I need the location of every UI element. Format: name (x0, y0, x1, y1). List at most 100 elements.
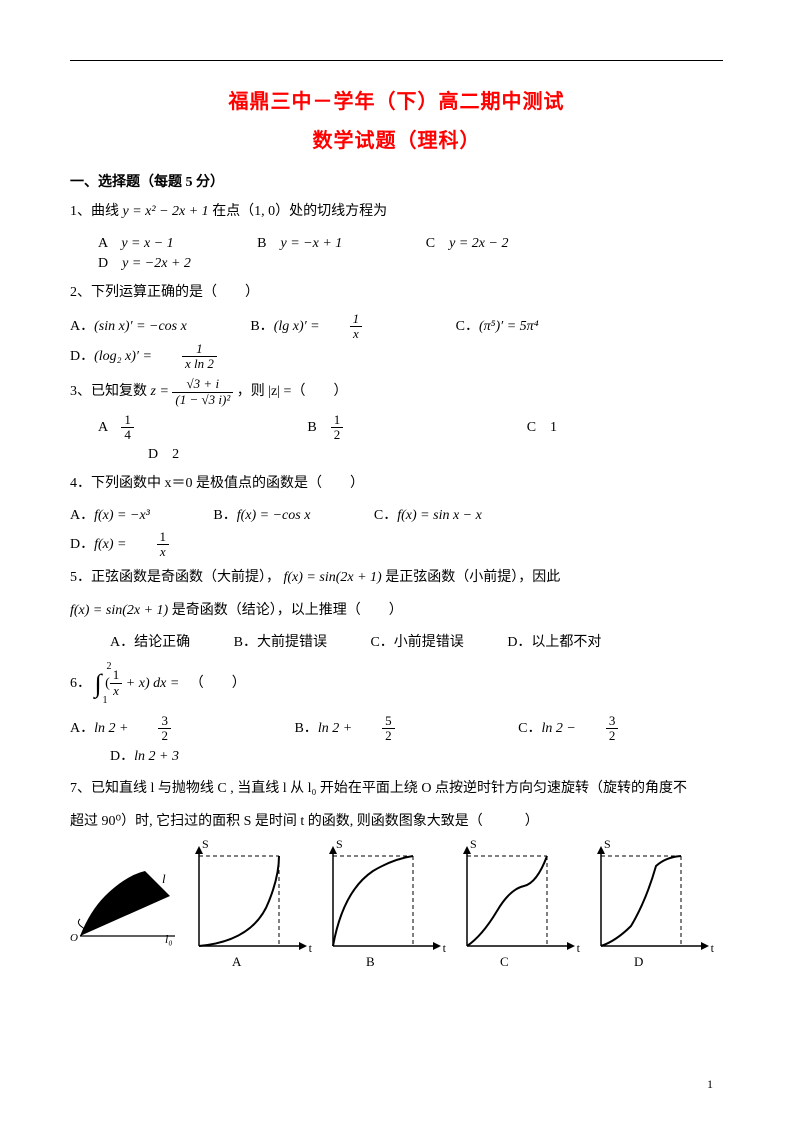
graph-b-label: B (366, 954, 375, 970)
graph-d-svg (586, 841, 711, 961)
page-number: 1 (707, 1077, 713, 1092)
q6-a-den: 2 (158, 729, 171, 743)
title-line2: 数学试题（理科） (70, 124, 723, 153)
q1-opt-a-val: y = x − 1 (121, 236, 173, 252)
q3-opt-a: A 14 (98, 413, 214, 443)
left-l-label: l (162, 871, 166, 886)
q1-opt-b: B y = −x + 1 (257, 232, 382, 252)
q6-a-pre: ln 2 + (94, 716, 128, 743)
q6-int-lower: 1 (103, 691, 108, 710)
q1-formula: y = x² − 2x + 1 (123, 204, 209, 219)
q2-opt-d-pre: (log₂ x)′ = (94, 344, 152, 371)
q4-opt-d: D．f(x) = 1x (70, 530, 229, 560)
q1-opt-c: C y = 2x − 2 (426, 232, 549, 252)
q2-opt-b: B．(lg x)′ = 1x (250, 312, 422, 342)
left-O-label: O (70, 932, 78, 944)
q7-left-diagram: C l O l₀ (70, 841, 180, 966)
top-rule (70, 60, 723, 61)
q1: 1、曲线 y = x² − 2x + 1 在点（1, 0）处的切线方程为 (70, 199, 723, 226)
q3: 3、已知复数 z = √3 + i (1 − √3 i)² ，则 |z| =（ … (70, 377, 723, 407)
q3-a-den: 4 (121, 428, 134, 442)
q1-stem-suffix: 在点（1, 0）处的切线方程为 (212, 204, 387, 219)
q2-opt-c: C．(π⁵)′ = 5π⁴ (456, 314, 569, 341)
q6-c-num: 3 (606, 714, 619, 729)
q3-b-num: 1 (331, 413, 344, 428)
q4-d-den: x (157, 545, 170, 559)
q4-opt-c: C．f(x) = sin x − x (374, 503, 512, 530)
q6-b-pre: ln 2 + (318, 716, 352, 743)
q6-blank: （ ） (190, 675, 246, 690)
q1-opt-c-val: y = 2x − 2 (449, 236, 508, 252)
q6-b-num: 5 (382, 714, 395, 729)
q1-opt-d: D y = −2x + 2 (98, 252, 231, 272)
q3-b-den: 2 (331, 428, 344, 442)
q3-zeq: z = (151, 384, 173, 399)
q1-opt-b-val: y = −x + 1 (281, 236, 343, 252)
q4-d-pre: f(x) = (94, 532, 126, 559)
q6-b-den: 2 (382, 729, 395, 743)
q2-opt-a: A．(sin x)′ = −cos x (70, 314, 217, 341)
q5-f2: f(x) = sin(2x + 1) (70, 603, 168, 618)
q2-opt-d: D．(log₂ x)′ = 1x ln 2 (70, 342, 277, 372)
left-diagram-svg: C l O l₀ (70, 841, 180, 961)
q4-a-val: f(x) = −x³ (94, 503, 150, 530)
section1-heading: 一、选择题（每题 5 分） (70, 171, 723, 191)
q3-d-val: 2 (172, 447, 179, 463)
graph-a-slabel: S (202, 837, 209, 852)
integral-icon: ∫21 (95, 659, 102, 708)
q6-c-den: 2 (606, 729, 619, 743)
q3-num: √3 + i (172, 377, 233, 392)
q4-d-num: 1 (157, 530, 170, 545)
q3-c-val: 1 (550, 420, 557, 436)
q4-c-val: f(x) = sin x − x (397, 503, 482, 530)
q2-opts: A．(sin x)′ = −cos x B．(lg x)′ = 1x C．(π⁵… (70, 312, 723, 371)
q5-f1: f(x) = sin(2x + 1) (284, 570, 382, 585)
graph-d-slabel: S (604, 837, 611, 852)
q6-prefix: 6． (70, 675, 91, 690)
q3-frac: √3 + i (1 − √3 i)² (172, 377, 233, 407)
q6-opt-b: B．ln 2 + 52 (294, 714, 454, 744)
graph-c-slabel: S (470, 837, 477, 852)
q4-opts: A．f(x) = −x³ B．f(x) = −cos x C．f(x) = si… (70, 503, 723, 559)
q6-int-plus: + x (122, 675, 145, 690)
graph-c-svg (452, 841, 577, 961)
q3-opt-b: B 12 (307, 413, 423, 443)
q6-c-pre: ln 2 − (542, 716, 576, 743)
q5-line2: f(x) = sin(2x + 1) 是奇函数（结论），以上推理（ ） (70, 598, 723, 625)
graph-c: S t C (452, 841, 582, 966)
q1-opts: A y = x − 1 B y = −x + 1 C y = 2x − 2 D … (98, 232, 723, 272)
q3-a-num: 1 (121, 413, 134, 428)
q3-den: (1 − √3 i)² (172, 393, 233, 407)
q2-d-num: 1 (182, 342, 217, 357)
graph-b-svg (318, 841, 443, 961)
q5-l1-pre: 5．正弦函数是奇函数（大前提）， (70, 570, 280, 585)
q4-stem: 4．下列函数中 x＝0 是极值点的函数是（ ） (70, 471, 723, 498)
graph-a-svg (184, 841, 309, 961)
q7-line1: 7、已知直线 l 与抛物线 C , 当直线 l 从 l₀ 开始在平面上绕 O 点… (70, 776, 723, 803)
q7-graphs-row: C l O l₀ S t A S (70, 841, 723, 966)
q3-opt-d: D 2 (148, 443, 219, 463)
q6-opt-d: D．ln 2 + 3 (110, 744, 209, 771)
q3-mid: ，则 |z| =（ ） (237, 384, 348, 399)
q1-stem-prefix: 1、曲线 (70, 204, 123, 219)
left-l0-label: l₀ (165, 932, 173, 946)
q2-opt-c-val: (π⁵)′ = 5π⁴ (479, 314, 539, 341)
q6-a-num: 3 (158, 714, 171, 729)
q6-opt-a: A．ln 2 + 32 (70, 714, 231, 744)
q4-opt-b: B．f(x) = −cos x (213, 503, 340, 530)
graph-a-label: A (232, 954, 241, 970)
q4-b-val: f(x) = −cos x (237, 503, 311, 530)
q5-opt-b: B．大前提错误 (234, 631, 327, 651)
q1-opt-a: A y = x − 1 (98, 232, 214, 252)
q2-b-num: 1 (350, 312, 363, 327)
graph-a-tlabel: t (309, 941, 312, 956)
page: 福鼎三中－学年（下）高二期中测试 数学试题（理科） 一、选择题（每题 5 分） … (0, 0, 793, 1122)
q1-opt-d-val: y = −2x + 2 (122, 256, 191, 272)
q6-dx: ) dx = (145, 675, 179, 690)
q6-opts: A．ln 2 + 32 B．ln 2 + 52 C．ln 2 − 32 D．ln… (70, 714, 723, 770)
q3-opts: A 14 B 12 C 1 D 2 (98, 413, 723, 463)
q3-prefix: 3、已知复数 (70, 384, 151, 399)
title-line1: 福鼎三中－学年（下）高二期中测试 (70, 85, 723, 114)
q6: 6． ∫21 (1x + x) dx = （ ） (70, 659, 723, 708)
graph-b: S t B (318, 841, 448, 966)
